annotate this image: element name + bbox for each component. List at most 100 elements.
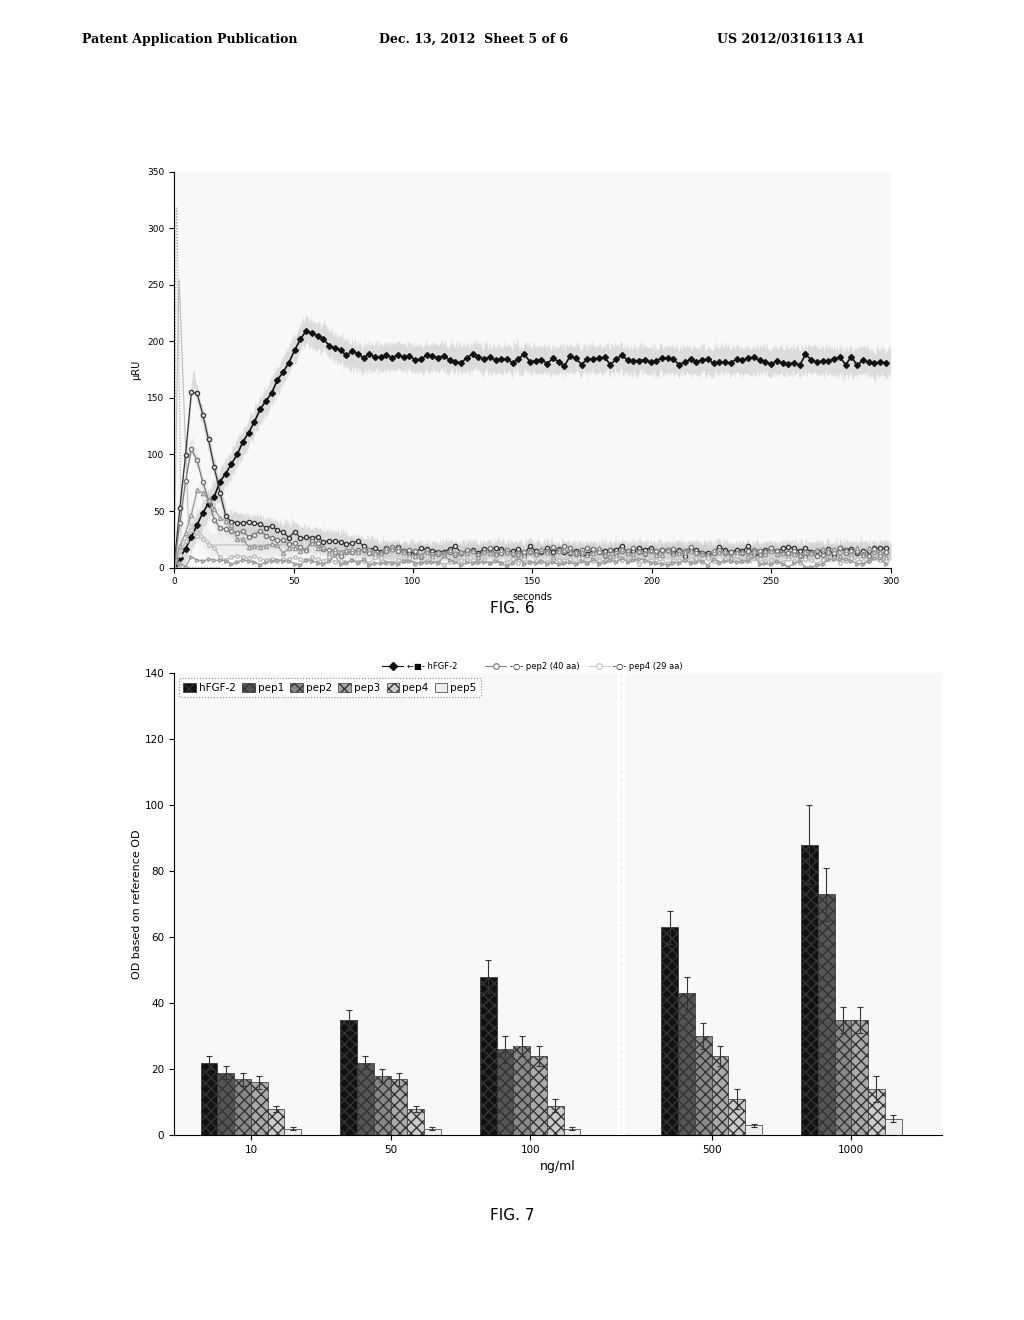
hFGF-2 [840,356,852,372]
pep1 (35 aa) [771,543,783,558]
Bar [340,1020,357,1135]
pep2 (40 aa) [615,543,628,558]
hFGF-2 [615,347,628,363]
Text: US 2012/0316113 A1: US 2012/0316113 A1 [717,33,864,46]
pep5 (20 aa) [771,553,783,569]
Bar [745,1125,762,1135]
Y-axis label: μRU: μRU [131,359,141,380]
pep1 (35 aa) [168,557,180,573]
pep1 (35 aa) [357,537,370,553]
Line: pep5 (20 aa): pep5 (20 aa) [172,553,888,569]
Bar [424,1129,440,1135]
Bar [513,1045,530,1135]
pep3 (37 aa) [168,560,180,576]
pep4 (29 aa) [615,552,628,568]
Bar [480,977,497,1135]
X-axis label: seconds: seconds [513,591,552,602]
pep3 (37 aa) [787,545,800,561]
pep2 (40 aa) [340,544,352,560]
pep1 (35 aa) [880,540,892,556]
hFGF-2 [168,558,180,574]
Bar [868,1089,885,1135]
pep1 (35 aa) [185,384,198,400]
pep4 (29 aa) [357,553,370,569]
pep3 (37 aa) [190,483,203,499]
Bar [267,1109,285,1135]
Bar [374,1076,390,1135]
Bar [712,1056,728,1135]
Line: hFGF-2: hFGF-2 [172,329,888,569]
pep1 (35 aa) [840,543,852,558]
Text: Patent Application Publication: Patent Application Publication [82,33,297,46]
pep5 (20 aa) [615,550,628,566]
pep5 (20 aa) [845,553,857,569]
pep2 (40 aa) [771,543,783,558]
hFGF-2 [300,323,312,339]
pep4 (29 aa) [168,560,180,576]
pep5 (20 aa) [329,548,341,564]
Bar [390,1080,408,1135]
hFGF-2 [340,347,352,363]
pep1 (35 aa) [787,540,800,556]
Bar [234,1080,251,1135]
Text: FIG. 7: FIG. 7 [489,1208,535,1222]
pep4 (29 aa) [787,553,800,569]
Bar [835,1020,851,1135]
pep5 (20 aa) [357,552,370,568]
pep2 (40 aa) [168,560,180,576]
Line: pep1 (35 aa): pep1 (35 aa) [172,391,888,566]
Bar [530,1056,547,1135]
pep3 (37 aa) [880,549,892,565]
pep2 (40 aa) [840,545,852,561]
pep3 (37 aa) [615,541,628,557]
pep3 (37 aa) [357,541,370,557]
pep4 (29 aa) [185,521,198,537]
Bar [728,1098,745,1135]
pep4 (29 aa) [771,554,783,570]
hFGF-2 [787,355,800,371]
Bar [497,1049,513,1135]
pep3 (37 aa) [340,541,352,557]
Text: FIG. 6: FIG. 6 [489,601,535,615]
Bar [285,1129,301,1135]
hFGF-2 [771,354,783,370]
pep4 (29 aa) [880,553,892,569]
pep5 (20 aa) [880,556,892,572]
Bar [357,1063,374,1135]
pep5 (20 aa) [800,560,812,576]
pep1 (35 aa) [615,539,628,554]
pep4 (29 aa) [840,553,852,569]
Bar [885,1119,901,1135]
hFGF-2 [880,355,892,371]
pep5 (20 aa) [168,554,180,570]
Bar [201,1063,217,1135]
Line: pep4 (29 aa): pep4 (29 aa) [172,528,888,569]
Bar [801,845,818,1135]
Legend: ←■- hFGF-2, -○- pep1 (35 aa), -○- pep2 (40 aa), -△- pep3 (37 aa), -○- pep4 (29 a: ←■- hFGF-2, -○- pep1 (35 aa), -○- pep2 (… [379,659,686,688]
Text: Dec. 13, 2012  Sheet 5 of 6: Dec. 13, 2012 Sheet 5 of 6 [379,33,568,46]
pep3 (37 aa) [840,543,852,558]
Bar [818,895,835,1135]
Bar [662,928,678,1135]
Y-axis label: OD based on reference OD: OD based on reference OD [132,829,142,979]
pep2 (40 aa) [357,543,370,558]
pep3 (37 aa) [771,546,783,562]
pep2 (40 aa) [787,543,800,558]
Line: pep3 (37 aa): pep3 (37 aa) [172,488,888,570]
Bar [695,1036,712,1135]
pep2 (40 aa) [880,544,892,560]
Bar [408,1109,424,1135]
Bar [678,993,695,1135]
Bar [547,1106,563,1135]
Line: pep2 (40 aa): pep2 (40 aa) [172,447,888,570]
Legend: hFGF-2, pep1, pep2, pep3, pep4, pep5: hFGF-2, pep1, pep2, pep3, pep4, pep5 [179,678,480,697]
hFGF-2 [357,350,370,366]
Bar [851,1020,868,1135]
pep1 (35 aa) [340,536,352,552]
pep2 (40 aa) [185,441,198,457]
pep4 (29 aa) [340,556,352,572]
pep5 (20 aa) [340,554,352,570]
Bar [563,1129,581,1135]
pep5 (20 aa) [787,556,800,572]
Bar [251,1082,267,1135]
